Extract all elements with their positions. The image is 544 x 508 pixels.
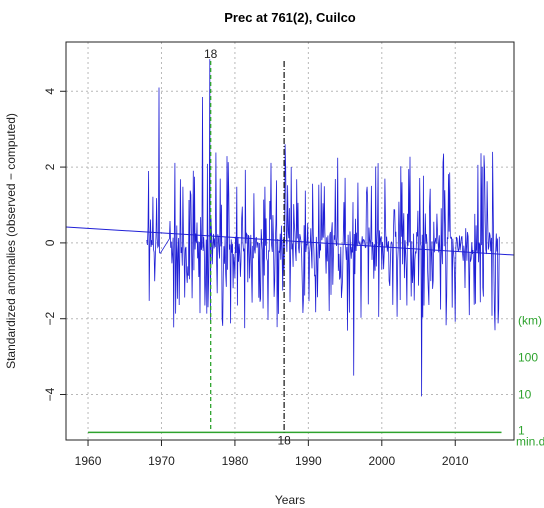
right-axis-label: 100 <box>518 351 538 365</box>
right-axis-label: 1 <box>518 423 525 437</box>
x-tick-label: 2000 <box>368 454 395 468</box>
grid <box>66 42 514 440</box>
x-tick-label: 1960 <box>75 454 102 468</box>
y-axis: −4 −2 0 2 4 <box>43 88 66 401</box>
right-axis-label: 10 <box>518 388 532 402</box>
right-axis-label: (km) <box>518 314 542 328</box>
anomaly-series-line <box>146 59 500 397</box>
trend-line <box>65 226 515 256</box>
y-tick-label: −2 <box>43 312 57 326</box>
y-tick-label: 2 <box>43 163 57 170</box>
x-tick-label: 1990 <box>295 454 322 468</box>
y-axis-label: Standardized anomalies (observed − compu… <box>4 113 18 369</box>
trend-line-segment <box>65 226 515 256</box>
break-label: 18 <box>204 47 218 61</box>
x-tick-label: 1970 <box>148 454 175 468</box>
y-tick-label: −4 <box>43 387 57 401</box>
chart-title: Prec at 761(2), Cuilco <box>224 10 356 25</box>
y-tick-label: 0 <box>43 239 57 246</box>
x-axis: 1960 1970 1980 1990 2000 2010 <box>75 440 469 468</box>
x-tick-label: 2010 <box>442 454 469 468</box>
anomaly-series <box>146 59 500 397</box>
plot-frame <box>65 41 515 441</box>
y-tick-label: 4 <box>43 88 57 95</box>
x-tick-label: 1980 <box>222 454 249 468</box>
right-axis-label: min.d <box>516 434 544 448</box>
x-axis-label: Years <box>275 493 305 507</box>
